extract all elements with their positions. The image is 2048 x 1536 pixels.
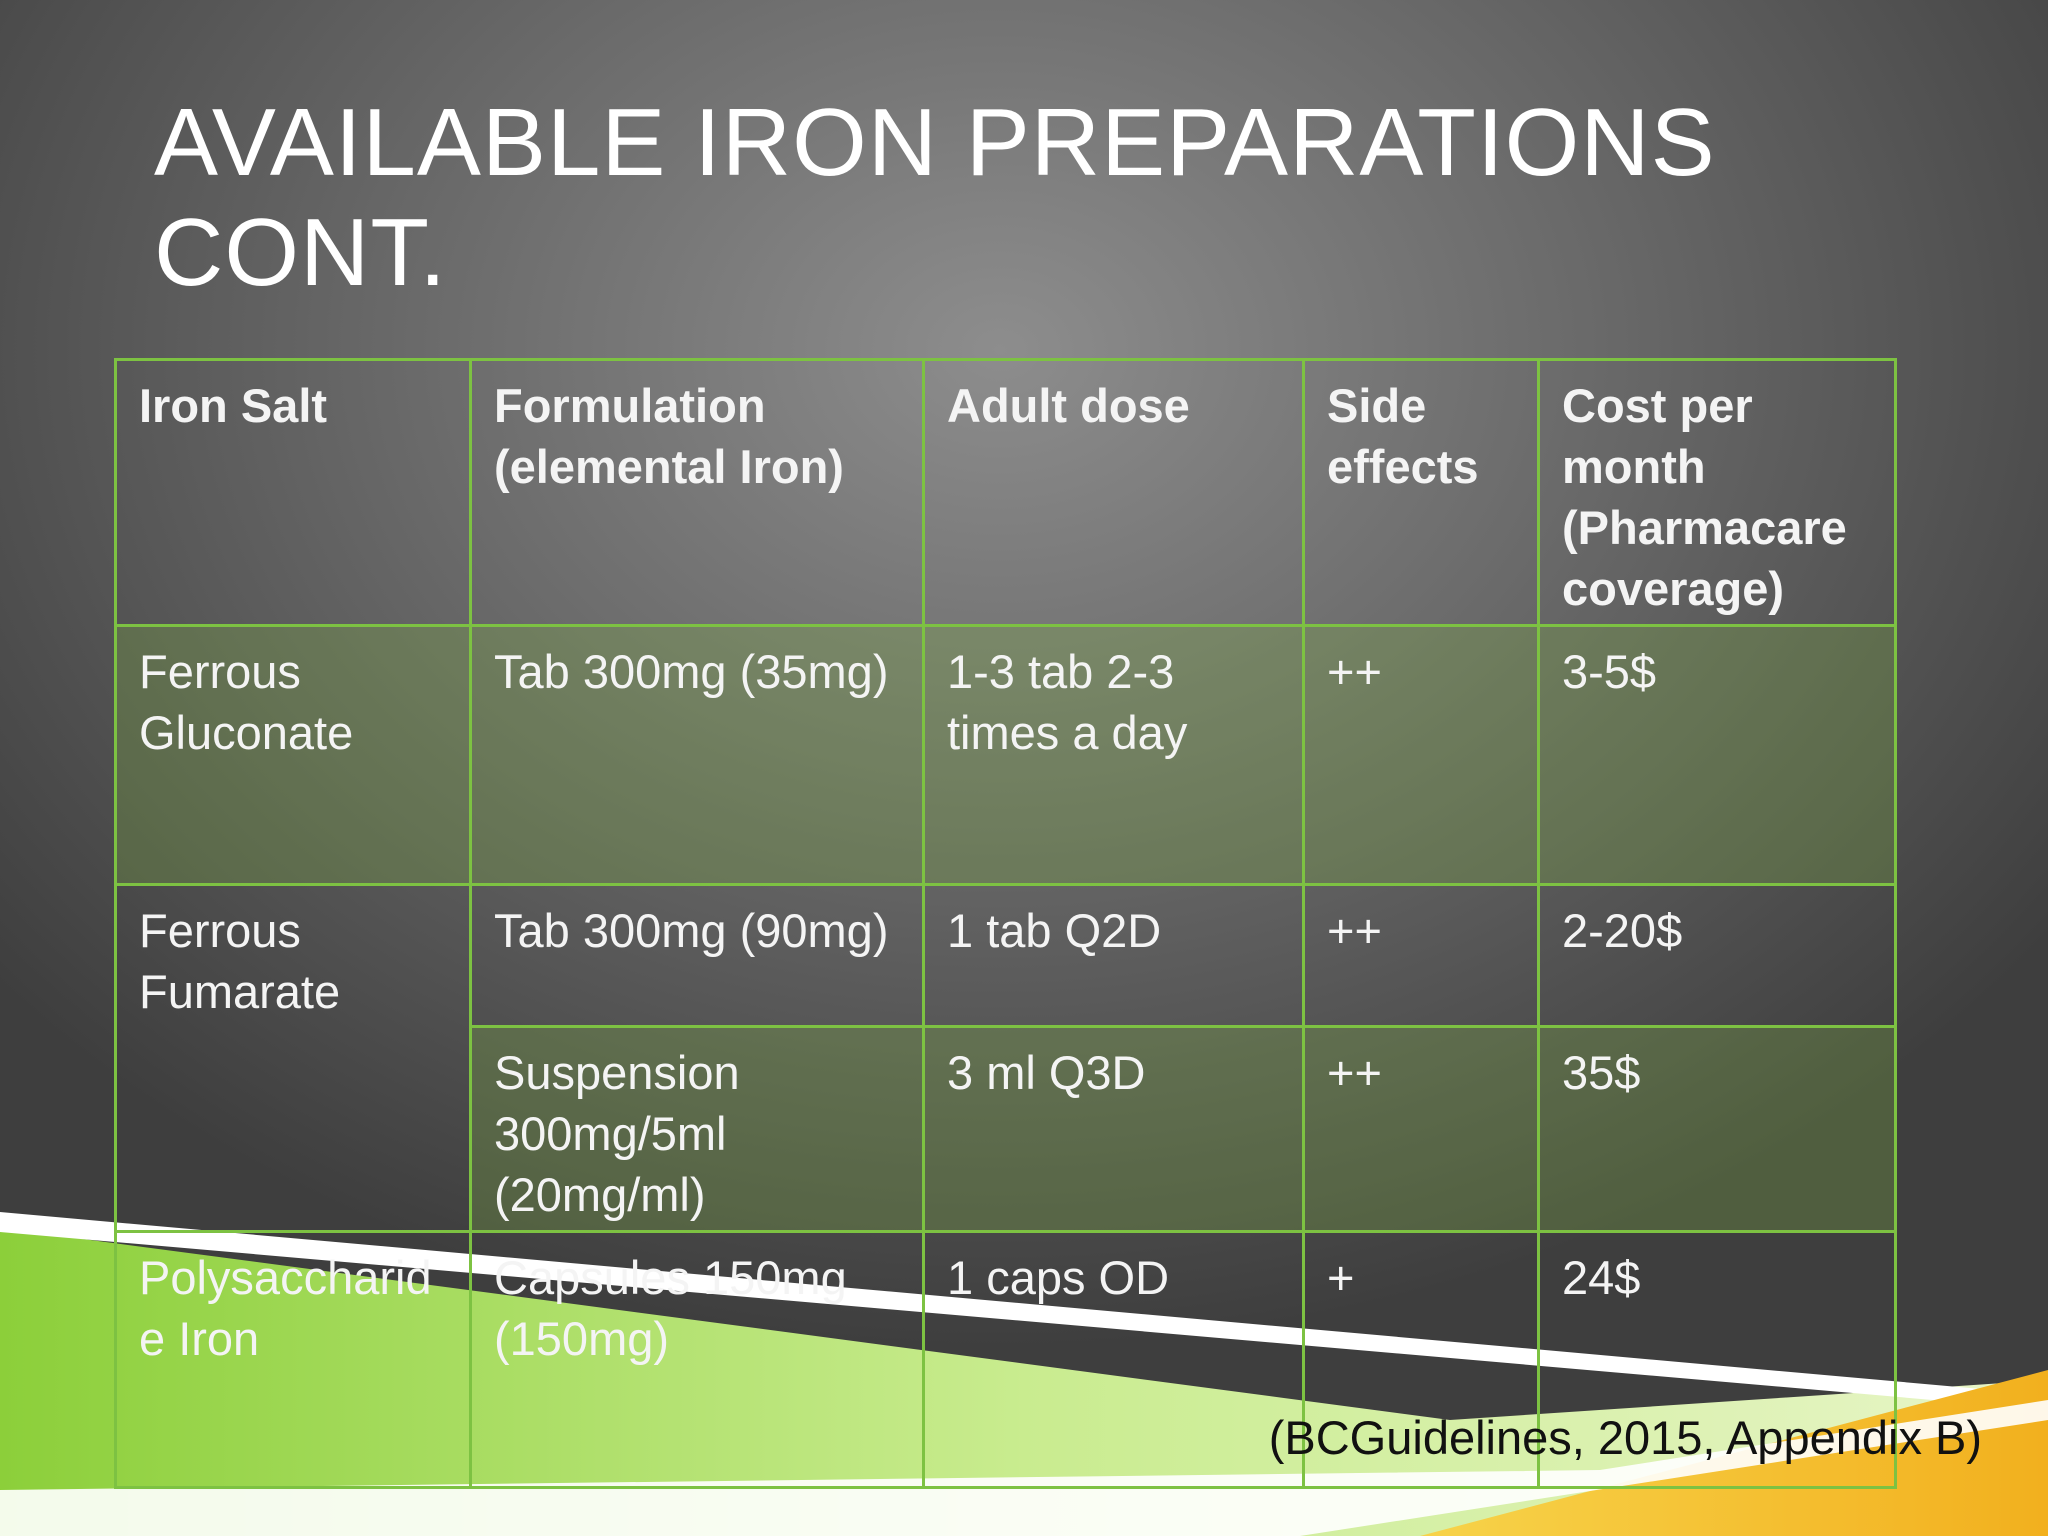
header-cell: Cost per month (Pharmacare coverage): [1537, 358, 1897, 627]
table-cell: Suspension 300mg/5ml (20mg/ml): [469, 1025, 925, 1233]
header-cell: Side effects: [1302, 358, 1540, 627]
table-cell: 1-3 tab 2-3 times a day: [922, 624, 1305, 886]
table-cell: 1 tab Q2D: [922, 883, 1305, 1028]
table-cell: Tab 300mg (90mg): [469, 883, 925, 1028]
citation: (BCGuidelines, 2015, Appendix B): [1268, 1411, 1982, 1464]
white-stripe: [0, 1212, 2048, 1410]
table-cell: Ferrous Gluconate: [114, 624, 472, 886]
green-band: [0, 1228, 2048, 1536]
table-cell: Ferrous Fumarate: [114, 883, 472, 1233]
table-cell: ++: [1302, 624, 1540, 886]
table-cell: ++: [1302, 1025, 1540, 1233]
table-cell: 3 ml Q3D: [922, 1025, 1305, 1233]
table-cell: Capsules 150mg (150mg): [469, 1230, 925, 1489]
slide-title: AVAILABLE IRON PREPARATIONS CONT.: [154, 89, 1716, 306]
table-cell: ++: [1302, 883, 1540, 1028]
header-cell: Formulation (elemental Iron): [469, 358, 925, 627]
table-cell: 1 caps OD: [922, 1230, 1305, 1489]
white-sweep: [0, 1400, 2048, 1536]
table-cell: 3-5$: [1537, 624, 1897, 886]
table-cell: Tab 300mg (35mg): [469, 624, 925, 886]
table-cell: Polysaccharide Iron: [114, 1230, 472, 1489]
table-cell: 2-20$: [1537, 883, 1897, 1028]
header-cell: Adult dose: [922, 358, 1305, 627]
header-cell: Iron Salt: [114, 358, 472, 627]
table-cell: 24$: [1537, 1230, 1897, 1489]
table-cell: 35$: [1537, 1025, 1897, 1233]
